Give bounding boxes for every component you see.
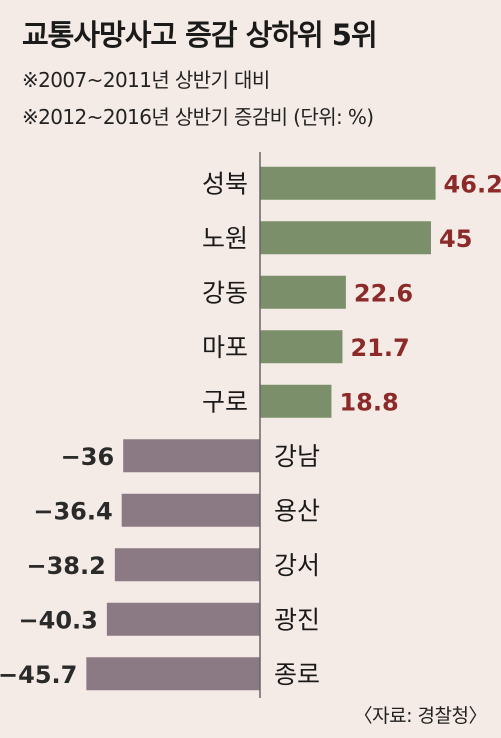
bar-용산 xyxy=(121,493,261,527)
bar-강서 xyxy=(114,548,260,582)
note-period-base: ※2007~2011년 상반기 대비 xyxy=(22,68,270,92)
value-label: −36.4 xyxy=(33,497,112,525)
value-label: 22.6 xyxy=(354,279,413,307)
category-label: 강서 xyxy=(274,551,320,580)
category-label: 노원 xyxy=(202,224,248,253)
category-label: 강남 xyxy=(274,442,320,471)
bar-구로 xyxy=(260,384,332,418)
value-label: −36 xyxy=(61,443,115,471)
category-label: 용산 xyxy=(274,496,320,525)
category-label: 구로 xyxy=(202,387,248,416)
value-label: −38.2 xyxy=(27,552,106,580)
note-period-compare: ※2012~2016년 상반기 증감비 (단위: %) xyxy=(22,105,374,129)
value-label: 45 xyxy=(439,225,472,253)
bar-강동 xyxy=(260,275,346,309)
bar-종로 xyxy=(86,657,260,691)
value-label: 18.8 xyxy=(339,388,398,416)
bar-성북 xyxy=(260,166,436,200)
category-label: 강동 xyxy=(202,278,248,307)
bar-노원 xyxy=(260,221,431,255)
category-label: 광진 xyxy=(274,605,320,634)
value-label: −40.3 xyxy=(19,606,98,634)
bar-강남 xyxy=(123,439,260,473)
chart-title: 교통사망사고 증감 상하위 5위 xyxy=(22,18,378,52)
value-label: −45.7 xyxy=(0,661,77,689)
value-label: 46.2 xyxy=(444,170,501,198)
value-label: 21.7 xyxy=(350,334,409,362)
bar-마포 xyxy=(260,330,343,364)
category-label: 성북 xyxy=(202,169,248,198)
category-label: 마포 xyxy=(202,333,248,362)
source-label: 〈자료: 경찰청〉 xyxy=(353,705,488,727)
category-label: 종로 xyxy=(274,660,320,689)
bar-광진 xyxy=(106,602,260,636)
